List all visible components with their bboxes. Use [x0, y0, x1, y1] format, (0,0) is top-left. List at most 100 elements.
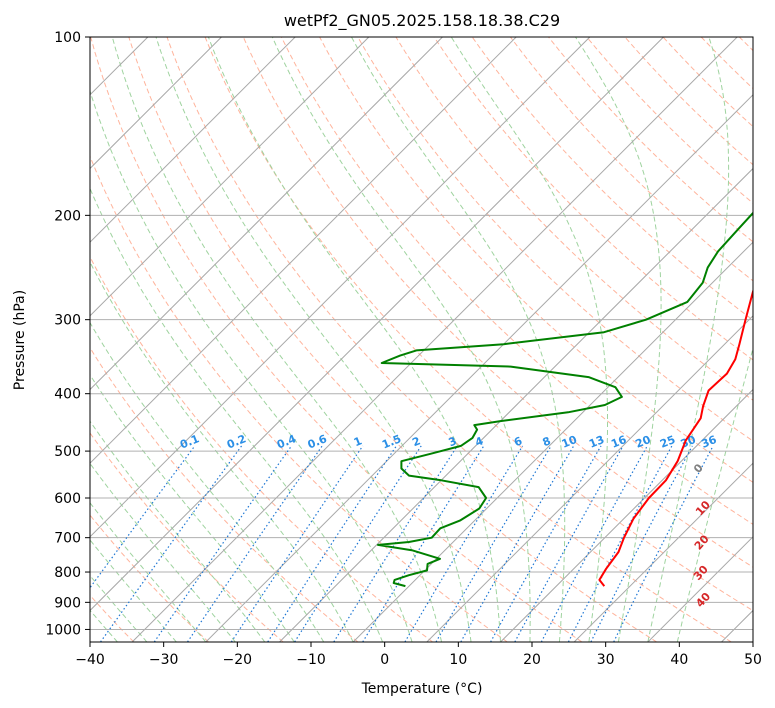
y-tick-label: 800: [54, 565, 81, 581]
dry-adiabat: [90, 514, 209, 642]
mixing-ratio-line: [267, 445, 397, 642]
moist-adiabat: [207, 37, 501, 642]
mixing-ratio-label: 3: [447, 434, 459, 449]
y-tick-label: 900: [54, 595, 81, 611]
x-tick-label: 20: [523, 652, 541, 668]
isotherm: [647, 536, 753, 642]
chart-title: wetPf2_GN05.2025.158.18.38.C29: [284, 11, 560, 31]
isotherm: [90, 37, 222, 170]
isotherm: [90, 37, 370, 317]
mixing-ratio-line: [333, 445, 458, 642]
y-axis-label: Pressure (hPa): [12, 290, 28, 390]
mixing-ratio-label: 20: [633, 433, 652, 451]
isotherm: [426, 315, 753, 642]
y-tick-label: 700: [54, 531, 81, 547]
mixing-ratio-line: [435, 445, 552, 642]
dry-adiabat: [319, 37, 753, 483]
mixing-ratio-line: [230, 445, 364, 642]
y-tick-label: 1000: [45, 622, 81, 638]
mixing-ratio-label: 2: [410, 434, 422, 449]
x-tick-label: 0: [380, 652, 389, 668]
x-axis: −40 −30 −20 −10 0 10 20 30 40 50: [75, 642, 762, 668]
isotherm: [573, 462, 753, 642]
mixing-ratio-label: 10: [560, 433, 579, 451]
mixing-ratio-line: [490, 445, 602, 642]
mixing-ratio-line: [514, 445, 624, 642]
dry-adiabat: [204, 37, 753, 612]
dry-adiabat: [242, 37, 753, 568]
isotherm: [90, 37, 517, 464]
moist-adiabat: [90, 89, 413, 642]
isotherm: [131, 37, 738, 642]
mixing-ratio-line: [294, 445, 422, 642]
moist-adiabat: [111, 37, 443, 642]
background-lines: [90, 37, 753, 642]
x-tick-label: 10: [449, 652, 467, 668]
dewpoint-line: [377, 211, 753, 588]
y-tick-label: 300: [54, 313, 81, 329]
x-tick-label: 40: [670, 652, 688, 668]
isotherm: [90, 37, 664, 612]
mixing-ratio-label: 1: [352, 434, 364, 449]
y-tick-label: 400: [54, 387, 81, 403]
x-tick-label: −10: [296, 652, 326, 668]
temperature-line: [598, 288, 753, 587]
isotherm: [279, 167, 753, 642]
mixing-ratio-label: 25: [658, 433, 677, 451]
x-tick-label: −40: [75, 652, 105, 668]
isotherm: [90, 37, 591, 538]
mixing-ratio-line: [540, 445, 648, 642]
moist-adiabat: [647, 37, 730, 642]
dry-adiabat: [395, 37, 753, 401]
isotherm: [90, 37, 296, 243]
series-layer: [377, 211, 753, 588]
moist-adiabat: [271, 37, 531, 642]
moist-adiabat: [575, 37, 662, 642]
y-tick-label: 200: [54, 208, 81, 224]
isotherm: [205, 94, 753, 642]
dry-adiabat: [280, 37, 753, 525]
moist-adiabat: [450, 37, 609, 642]
y-tick-label: 600: [54, 491, 81, 507]
mixing-ratio-label: 13: [587, 433, 606, 451]
moist-adiabat: [90, 321, 325, 642]
mixing-ratio-label: 16: [609, 433, 628, 451]
moist-adiabat: [90, 462, 236, 642]
moist-adiabat: [155, 37, 472, 642]
moist-adiabat: [90, 261, 354, 642]
mixing-ratio-line: [100, 445, 243, 642]
isotherm: [352, 241, 753, 642]
moist-adiabat: [90, 373, 295, 642]
plot-frame: [89, 36, 754, 643]
mixing-ratio-line: [90, 445, 196, 589]
dry-adiabat: [548, 37, 753, 243]
y-tick-label: 100: [54, 30, 81, 46]
mixing-ratio-line: [613, 445, 714, 642]
dry-adiabat: [471, 37, 753, 321]
mixing-ratio-line: [590, 445, 693, 642]
x-axis-label: Temperature (°C): [361, 681, 483, 697]
mixing-ratio-label: 36: [699, 433, 718, 451]
dry-adiabat: [90, 255, 433, 642]
isotherm: [90, 37, 443, 391]
mixing-ratio-line: [567, 445, 673, 642]
y-tick-label: 500: [54, 444, 81, 460]
dry-adiabat: [90, 37, 583, 642]
dry-adiabat: [433, 37, 753, 361]
mixing-ratio-line: [460, 445, 575, 642]
isotherm: [500, 388, 753, 642]
dry-adiabat: [90, 155, 508, 642]
x-tick-label: −20: [223, 652, 253, 668]
dry-adiabat: [128, 37, 657, 642]
y-axis: 100 200 300 400 500 600 700 800 900 1000: [45, 30, 90, 638]
moist-adiabat: [351, 37, 566, 642]
x-tick-label: 30: [597, 652, 615, 668]
dry-adiabat: [624, 37, 753, 166]
moist-adiabat: [676, 346, 753, 642]
x-tick-label: −30: [149, 652, 179, 668]
plot-background: [90, 37, 753, 642]
x-tick-label: 50: [744, 652, 762, 668]
dry-adiabat: [90, 432, 284, 642]
mixing-ratio-label: 8: [541, 434, 553, 449]
